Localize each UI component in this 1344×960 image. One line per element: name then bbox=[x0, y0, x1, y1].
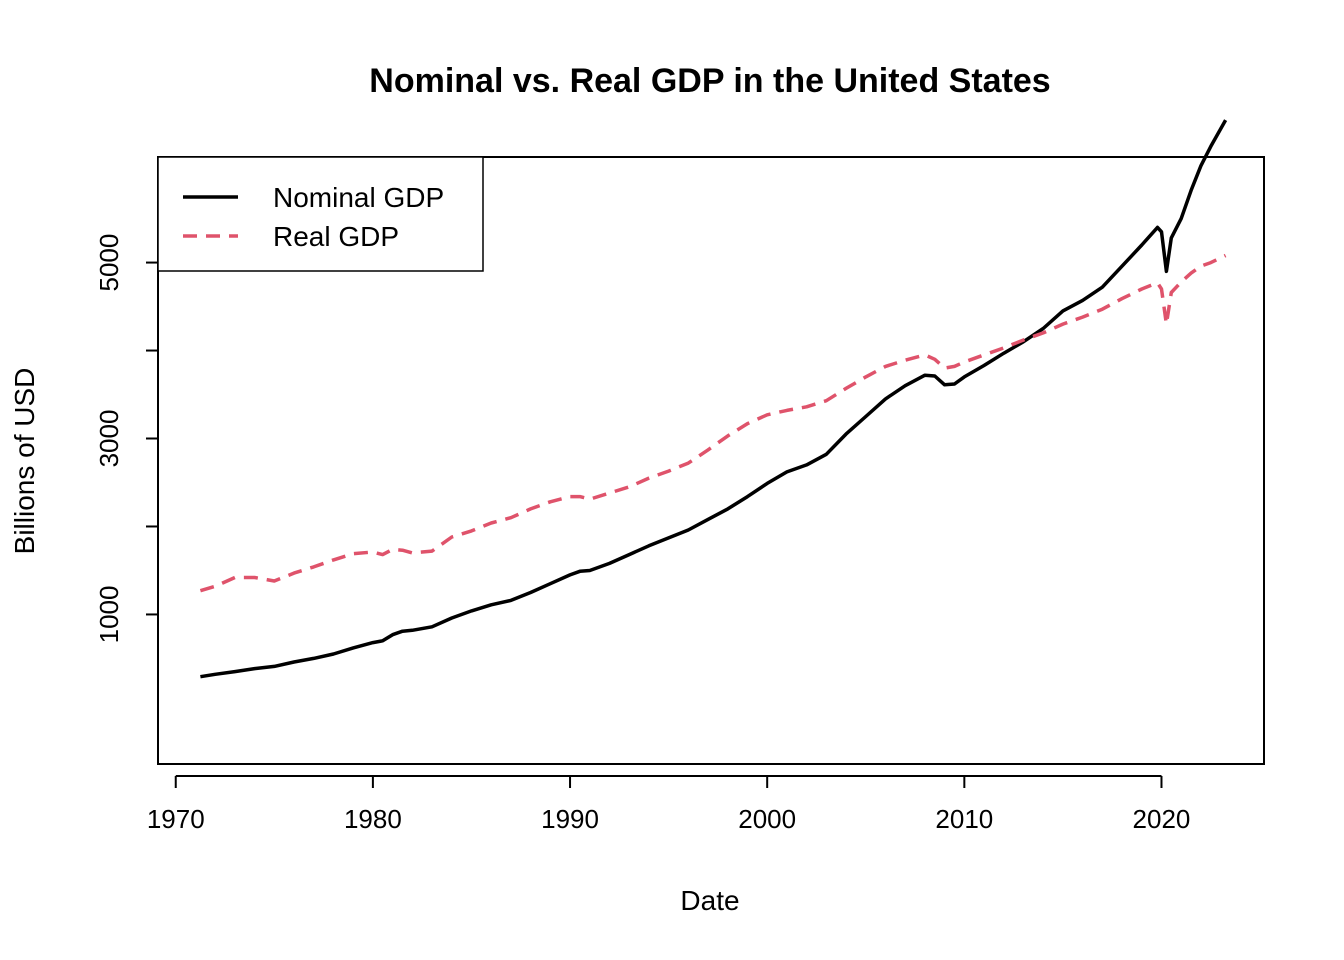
series-layer bbox=[199, 119, 1228, 679]
legend-box bbox=[157, 156, 484, 272]
x-tick-label: 1970 bbox=[147, 804, 205, 834]
legend: Nominal GDP Real GDP bbox=[157, 156, 484, 272]
x-tick-label: 2020 bbox=[1133, 804, 1191, 834]
x-axis: 1970 1980 1990 2000 2010 2020 bbox=[147, 775, 1191, 834]
series-line-nominal-gdp bbox=[200, 119, 1228, 679]
x-axis-label: Date bbox=[680, 885, 739, 916]
legend-label-real-gdp: Real GDP bbox=[273, 221, 399, 252]
x-tick-label: 2000 bbox=[738, 804, 796, 834]
y-axis: 1000 3000 5000 bbox=[94, 234, 159, 644]
chart-title: Nominal vs. Real GDP in the United State… bbox=[369, 62, 1050, 100]
y-tick-label: 1000 bbox=[94, 586, 124, 644]
legend-label-nominal-gdp: Nominal GDP bbox=[273, 182, 444, 213]
x-tick-label: 1980 bbox=[344, 804, 402, 834]
y-tick-label: 5000 bbox=[94, 234, 124, 292]
y-axis-label: Billions of USD bbox=[9, 368, 40, 555]
x-tick-label: 1990 bbox=[541, 804, 599, 834]
y-tick-label: 3000 bbox=[94, 410, 124, 468]
x-tick-label: 2010 bbox=[935, 804, 993, 834]
series-line-real-gdp bbox=[199, 253, 1227, 593]
